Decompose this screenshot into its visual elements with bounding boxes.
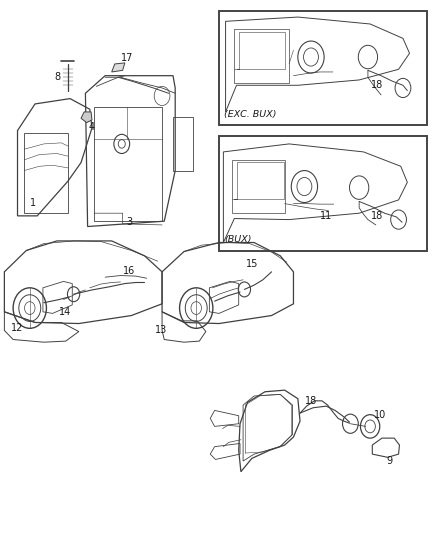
Text: 18: 18 [305, 396, 317, 406]
Bar [219, 136, 427, 251]
Text: 3: 3 [126, 217, 132, 227]
Polygon shape [112, 63, 125, 72]
Text: 1: 1 [30, 198, 36, 207]
Bar [219, 11, 427, 125]
Polygon shape [81, 112, 92, 123]
Text: (EXC. BUX): (EXC. BUX) [224, 110, 277, 119]
Text: 16: 16 [123, 266, 135, 276]
Text: 13: 13 [155, 326, 167, 335]
Text: 8: 8 [55, 72, 61, 82]
Text: 4: 4 [89, 122, 95, 132]
Text: 14: 14 [59, 307, 71, 317]
Text: 11: 11 [320, 211, 332, 221]
Text: 15: 15 [246, 259, 258, 269]
Text: 17: 17 [121, 53, 133, 62]
Text: 9: 9 [386, 456, 392, 466]
Text: 12: 12 [11, 323, 24, 333]
Text: 18: 18 [371, 80, 383, 90]
Text: 18: 18 [371, 211, 383, 221]
Text: 10: 10 [374, 410, 386, 419]
Text: (BUX): (BUX) [224, 235, 252, 244]
